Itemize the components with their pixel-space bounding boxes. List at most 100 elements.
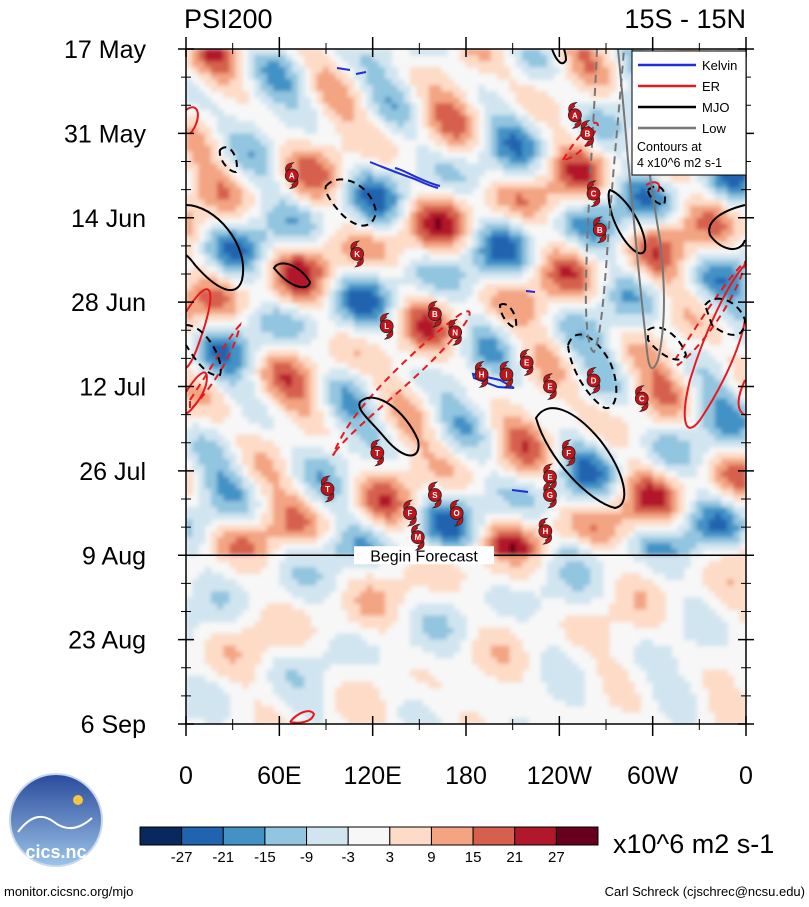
field-cell: [515, 193, 523, 201]
field-cell: [714, 416, 722, 424]
field-cell: [671, 398, 679, 406]
field-cell: [658, 217, 666, 225]
field-cell: [652, 308, 660, 315]
field-cell: [360, 392, 368, 400]
field-cell: [646, 199, 654, 207]
field-cell: [385, 259, 392, 267]
field-cell: [378, 368, 386, 376]
field-cell: [708, 314, 716, 321]
field-cell: [578, 446, 585, 454]
field-cell: [447, 97, 455, 104]
field-cell: [553, 271, 560, 279]
field-cell: [366, 175, 374, 183]
field-cell: [354, 145, 361, 153]
field-cell: [260, 440, 268, 448]
field-cell: [515, 253, 523, 261]
field-cell: [229, 199, 237, 207]
field-cell: [565, 49, 573, 56]
field-cell: [652, 235, 660, 243]
field-cell: [627, 73, 635, 80]
field-cell: [472, 235, 480, 243]
field-cell: [242, 296, 249, 303]
field-cell: [459, 290, 467, 297]
field-cell: [354, 121, 361, 128]
field-cell: [204, 73, 212, 80]
field-cell: [522, 193, 529, 201]
field-cell: [490, 470, 498, 478]
field-cell: [640, 181, 648, 189]
field-cell: [727, 464, 735, 472]
field-cell: [640, 386, 648, 394]
field-cell: [509, 79, 517, 86]
field-cell: [260, 410, 268, 418]
field-cell: [540, 139, 548, 147]
field-cell: [652, 404, 660, 412]
field-cell: [354, 380, 361, 388]
field-cell: [410, 127, 417, 134]
field-cell: [708, 278, 716, 285]
field-cell: [727, 410, 735, 418]
field-cell: [515, 332, 523, 339]
field-cell: [733, 199, 741, 207]
field-cell: [217, 374, 224, 382]
field-cell: [204, 157, 212, 165]
field-cell: [503, 344, 511, 351]
field-cell: [266, 380, 274, 388]
field-cell: [590, 121, 598, 128]
field-cell: [540, 428, 548, 436]
field-cell: [372, 181, 380, 189]
field-cell: [422, 326, 430, 333]
field-cell: [291, 284, 299, 291]
field-cell: [186, 157, 193, 165]
field-cell: [391, 103, 399, 110]
field-cell: [515, 139, 523, 147]
field-cell: [310, 398, 318, 406]
field-cell: [279, 205, 287, 213]
field-cell: [615, 290, 623, 297]
field-cell: [658, 247, 666, 255]
field-cell: [472, 314, 480, 321]
field-cell: [316, 446, 324, 454]
field-cell: [217, 332, 224, 339]
field-cell: [192, 67, 200, 74]
field-cell: [652, 374, 660, 382]
field-cell: [571, 103, 579, 110]
field-cell: [248, 235, 256, 243]
field-cell: [727, 235, 735, 243]
field-cell: [428, 91, 436, 98]
field-cell: [391, 422, 399, 430]
field-cell: [347, 169, 355, 177]
field-cell: [497, 434, 504, 442]
field-cell: [335, 85, 343, 92]
field-cell: [478, 344, 486, 351]
field-cell: [235, 49, 243, 56]
field-cell: [584, 73, 592, 80]
field-cell: [186, 314, 193, 321]
field-cell: [714, 223, 722, 231]
field-cell: [658, 193, 666, 201]
field-cell: [702, 440, 710, 448]
field-cell: [360, 241, 368, 249]
field-cell: [602, 181, 610, 189]
field-cell: [646, 470, 654, 478]
field-cell: [714, 265, 722, 273]
field-cell: [546, 175, 554, 183]
field-cell: [198, 139, 206, 147]
field-cell: [459, 127, 467, 134]
field-cell: [739, 338, 746, 345]
field-cell: [466, 253, 473, 261]
field-cell: [254, 314, 262, 321]
field-cell: [441, 211, 448, 219]
field-cell: [515, 259, 523, 267]
field-cell: [553, 157, 560, 165]
field-cell: [410, 440, 417, 448]
field-cell: [347, 85, 355, 92]
field-cell: [466, 320, 473, 327]
field-cell: [453, 259, 461, 267]
field-cell: [466, 398, 473, 406]
field-cell: [671, 476, 679, 484]
field-cell: [733, 187, 741, 195]
field-cell: [310, 296, 318, 303]
field-cell: [310, 368, 318, 376]
field-cell: [434, 356, 442, 363]
